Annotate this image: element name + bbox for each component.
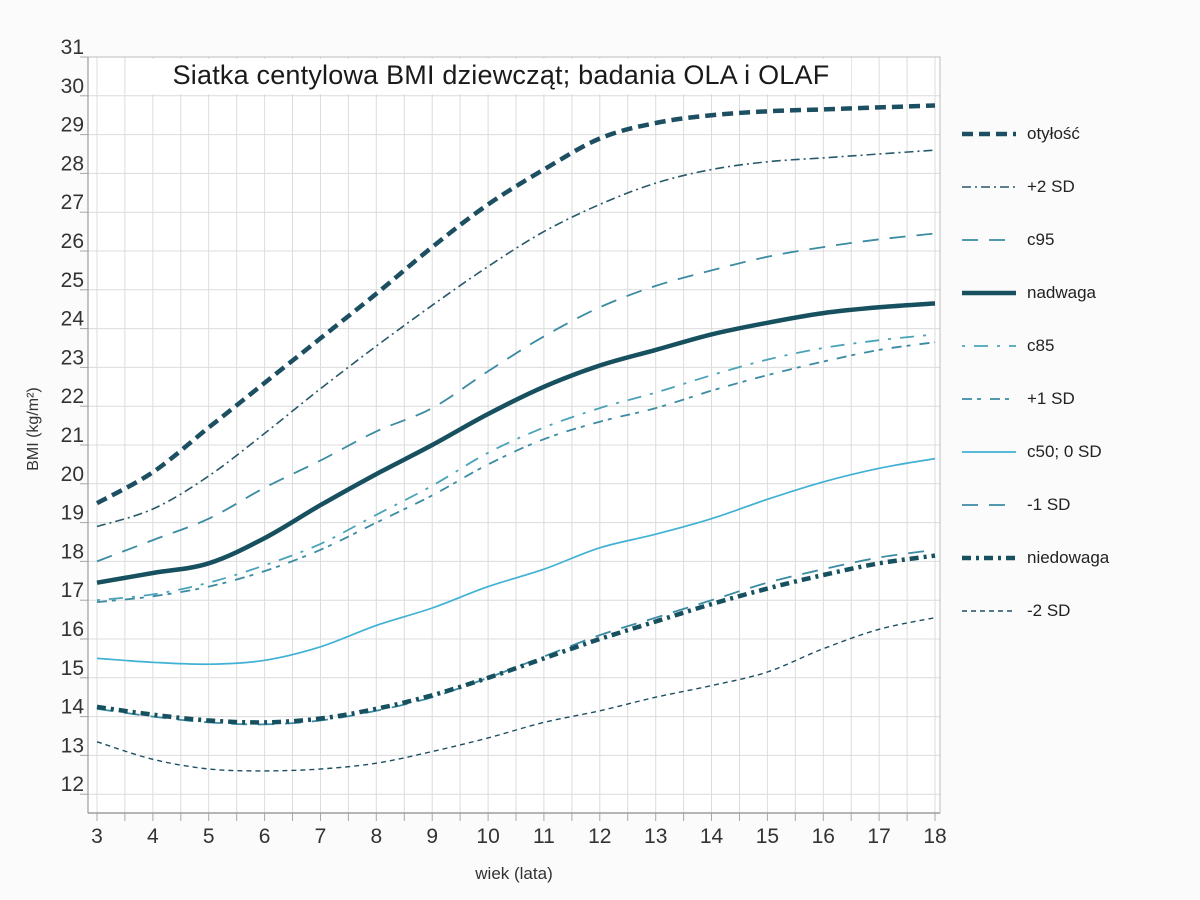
x-tick-label: 16 [812,825,835,848]
legend-item-plus1sd: +1 SD [960,372,1109,425]
y-tick-label: 14 [61,696,85,719]
legend-line-otylosc-icon [962,131,1016,136]
y-tick-label: 24 [61,308,85,331]
legend-item-minus2sd: -2 SD [960,584,1109,637]
series-curve-8 [96,553,936,725]
y-tick-label: 30 [61,75,84,98]
y-tick-label: 23 [61,346,84,369]
legend-label: nadwaga [1027,282,1097,302]
y-tick-label: 31 [61,36,84,59]
y-tick-label: 26 [61,230,84,253]
legend-line-plus1sd-icon [962,397,1016,400]
series-curve-6 [96,457,936,666]
y-tick-label: 17 [61,579,84,602]
legend-item-minus1sd: -1 SD [960,478,1109,531]
legend-item-c50: c50; 0 SD [960,425,1109,478]
x-tick-label: 17 [867,825,890,848]
series-curve-3 [96,301,936,585]
y-tick-label: 20 [61,463,84,486]
legend-item-nadwaga: nadwaga [960,266,1109,319]
legend-line-c85-icon [962,344,1016,347]
y-tick-label: 19 [61,502,84,525]
y-tick-label: 25 [61,269,84,292]
series-curve-1 [96,149,936,528]
legend-item-c85: c85 [960,319,1109,372]
y-tick-label: 15 [61,657,84,680]
x-tick-label: 5 [203,825,215,848]
chart-title: Siatka centylowa BMI dziewcząt; badania … [151,59,851,94]
series-curve-2 [96,232,936,563]
legend-item-plus2sd: +2 SD [960,160,1109,213]
y-tick-label: 28 [61,152,84,175]
y-tick-label: 29 [61,114,84,137]
x-tick-label: 3 [91,825,103,848]
x-tick-label: 14 [700,825,724,848]
x-tick-label: 11 [533,825,555,848]
legend-line-minus2sd-icon [962,609,1016,612]
y-tick-label: 21 [61,424,84,447]
y-tick-label: 27 [61,191,84,214]
series-curve-5 [96,341,936,603]
legend-line-c95-icon [962,238,1016,241]
x-tick-label: 7 [315,825,327,848]
y-tick-label: 18 [61,540,84,563]
legend-label: +1 SD [1027,388,1075,408]
legend-line-minus1sd-icon [962,503,1016,506]
x-tick-label: 12 [588,825,611,848]
x-tick-label: 8 [370,825,382,848]
legend-label: niedowaga [1027,547,1110,567]
legend-line-niedowaga-icon [962,555,1016,560]
legend-line-plus2sd-icon [962,185,1016,188]
legend-label: c50; 0 SD [1027,441,1102,461]
legend-label: c85 [1027,335,1055,355]
legend-label: +2 SD [1027,176,1075,196]
x-tick-label: 18 [923,825,946,848]
legend-label: otyłość [1027,123,1080,143]
x-tick-label: 15 [756,825,779,848]
y-tick-label: 16 [61,618,84,641]
y-axis-title: BMI (kg/m²) [25,387,42,471]
legend: otyłość +2 SD c95 nadwaga c85 +1 SD c50;… [960,107,1109,637]
legend-line-c50-icon [962,450,1016,453]
y-tick-label: 22 [61,385,84,408]
legend-item-otylosc: otyłość [960,107,1109,160]
legend-item-c95: c95 [960,213,1109,266]
legend-item-niedowaga: niedowaga [960,531,1109,584]
legend-line-nadwaga-icon [962,290,1016,295]
y-tick-label: 12 [61,773,84,796]
x-axis-title: wiek (lata) [475,864,553,883]
x-tick-label: 13 [644,825,667,848]
x-tick-label: 9 [426,825,438,848]
legend-label: -2 SD [1027,600,1071,620]
series-curve-0 [95,103,936,506]
series-curve-9 [96,617,936,772]
y-tick-label: 13 [61,734,84,757]
legend-label: c95 [1027,229,1055,249]
x-tick-label: 10 [476,825,499,848]
legend-label: -1 SD [1027,494,1071,514]
x-tick-label: 6 [259,825,271,848]
x-tick-label: 4 [147,825,159,848]
